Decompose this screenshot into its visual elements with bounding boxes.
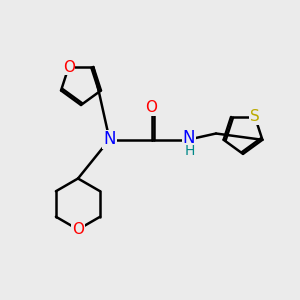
Text: S: S [250,110,260,124]
Text: H: H [184,144,195,158]
Text: O: O [72,222,84,237]
Text: O: O [63,59,75,74]
Text: O: O [146,100,158,116]
Text: N: N [183,129,195,147]
Text: N: N [103,130,116,148]
